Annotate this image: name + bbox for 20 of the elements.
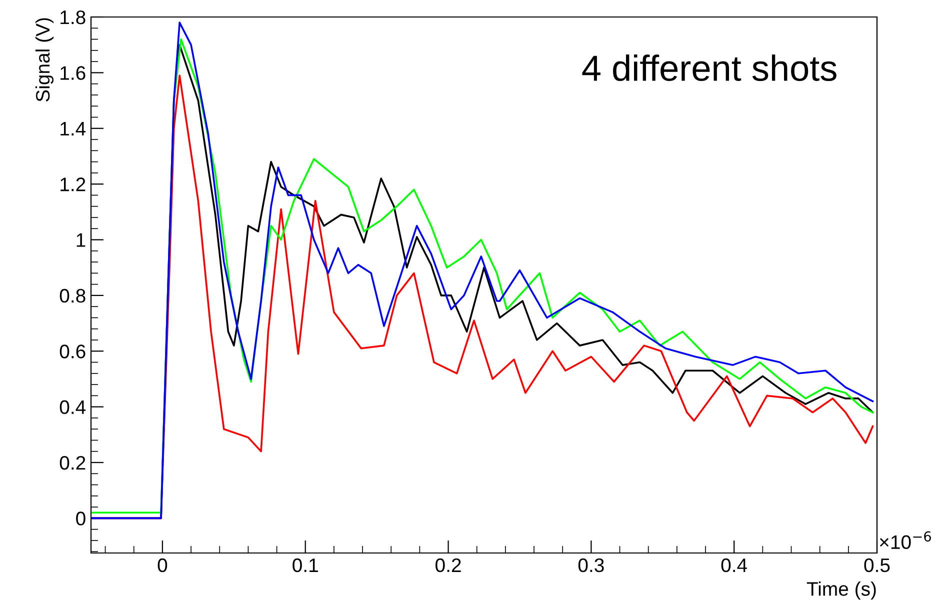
y-tick-label: 1.6 [60, 66, 86, 80]
x-tick-label: 0.4 [721, 558, 748, 572]
x-tick-label: 0.2 [436, 558, 461, 572]
x-axis-title: Time (s) [806, 582, 876, 600]
y-tick-label: 1.8 [60, 10, 86, 24]
y-tick-label: 1 [76, 233, 86, 247]
x-tick-label: 0.5 [864, 558, 890, 572]
y-tick-label: 1.4 [60, 122, 86, 136]
y-tick-label: 0.2 [60, 456, 86, 470]
y-tick-label: 0 [76, 512, 86, 526]
x-tick-label: 0.3 [578, 558, 604, 572]
y-tick-label: 0.4 [60, 400, 86, 414]
y-tick-label: 0.8 [60, 288, 86, 303]
y-tick-label: 0.6 [60, 344, 86, 358]
annotation: 4 different shots [582, 54, 836, 82]
y-axis-title: Signal (V) [35, 18, 54, 102]
y-tick-label: 1.2 [60, 178, 86, 192]
x-tick-label: 0 [158, 558, 168, 572]
x-tick-label: 0.1 [292, 558, 318, 572]
text: ×10$^{−6}$ [880, 531, 931, 550]
